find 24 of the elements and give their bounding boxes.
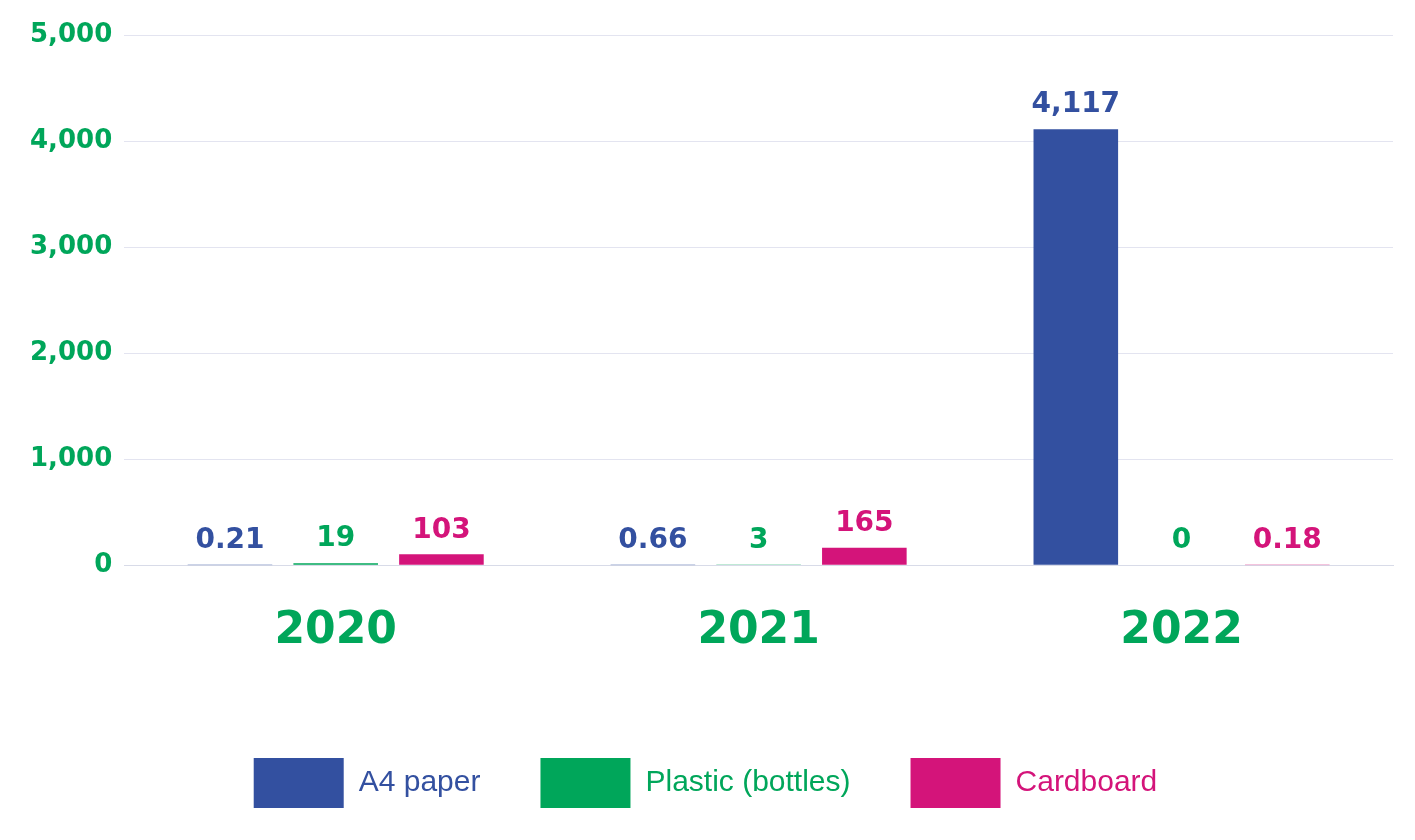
data-label: 0 [1171, 522, 1192, 556]
legend-label: A4 paper [358, 764, 481, 798]
bar [399, 554, 484, 565]
y-tick-label: 3,000 [29, 230, 113, 261]
data-label: 0.18 [1252, 522, 1322, 556]
x-tick-label: 2021 [697, 602, 820, 654]
bar [822, 547, 907, 565]
data-label: 0.21 [195, 522, 265, 556]
x-tick-label: 2022 [1120, 602, 1243, 654]
data-label: 4,117 [1031, 86, 1121, 120]
legend-label: Cardboard [1015, 764, 1158, 798]
data-label: 165 [835, 505, 894, 538]
y-tick-label: 5,000 [29, 18, 113, 49]
data-label: 103 [412, 511, 471, 545]
y-tick-label: 2,000 [29, 336, 113, 367]
data-label: 19 [316, 520, 356, 554]
bar [1033, 129, 1119, 565]
legend-label: Plastic (bottles) [645, 764, 851, 798]
y-tick-label: 0 [94, 547, 113, 578]
y-tick-label: 1,000 [29, 442, 113, 473]
x-tick-label: 2020 [274, 602, 397, 654]
data-label: 3 [748, 522, 769, 556]
y-tick-label: 4,000 [29, 124, 113, 155]
data-label: 0.66 [618, 522, 688, 556]
